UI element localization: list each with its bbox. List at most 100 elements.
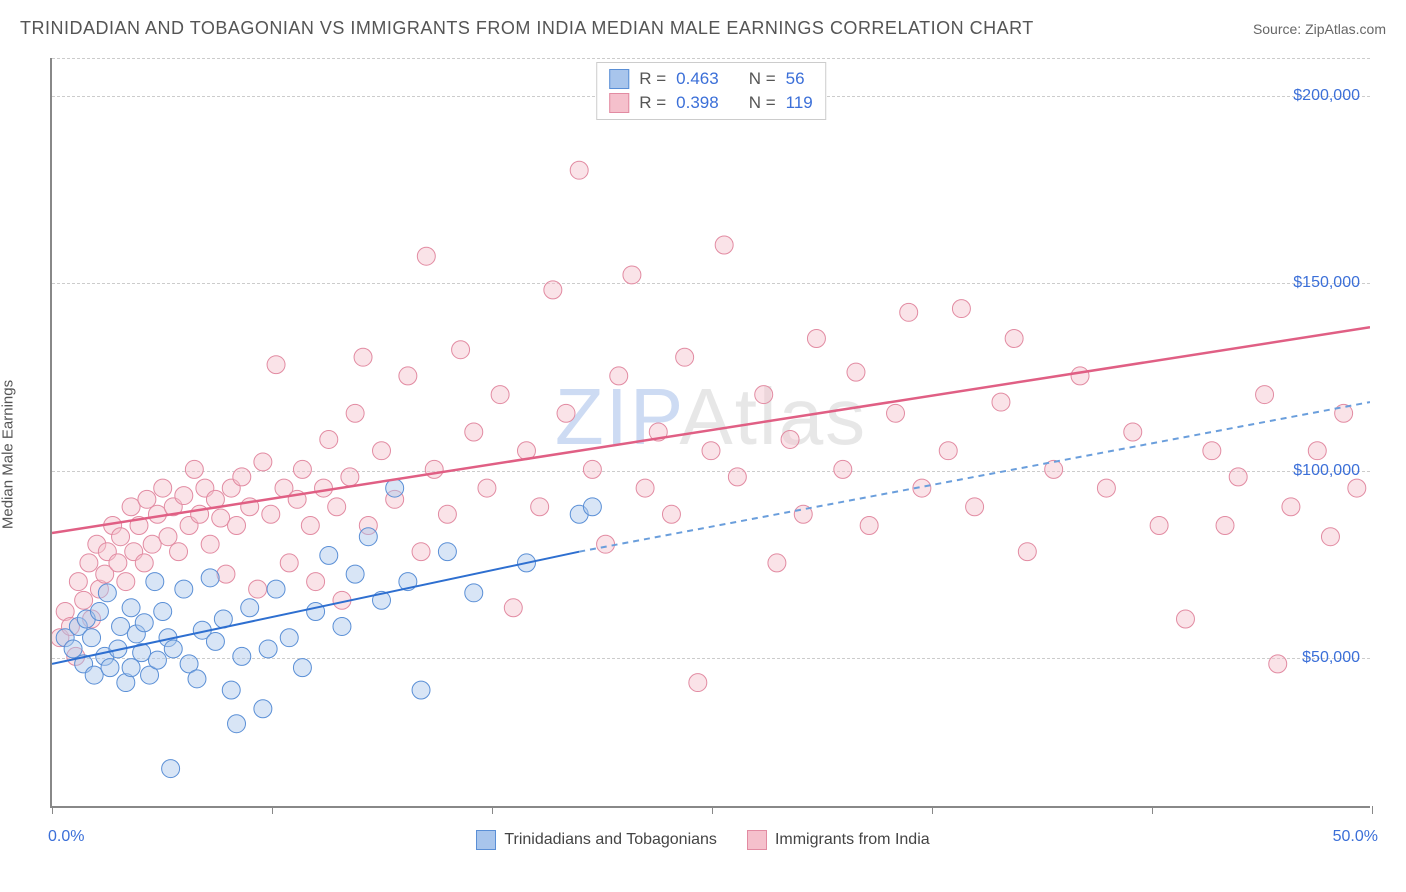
data-point [610,367,628,385]
data-point [328,498,346,516]
data-point [887,404,905,422]
data-point [164,640,182,658]
data-point [1256,386,1274,404]
data-point [452,341,470,359]
chart-title: TRINIDADIAN AND TOBAGONIAN VS IMMIGRANTS… [20,18,1034,39]
data-point [228,715,246,733]
data-point [583,460,601,478]
data-point [755,386,773,404]
data-point [346,565,364,583]
legend-item-series1: Trinidadians and Tobagonians [476,830,717,850]
data-point [148,651,166,669]
data-point [386,479,404,497]
data-point [373,442,391,460]
data-point [478,479,496,497]
data-point [399,367,417,385]
data-point [117,573,135,591]
data-point [952,300,970,318]
x-tick [932,806,933,814]
data-point [135,614,153,632]
data-point [1203,442,1221,460]
r-value-series1: 0.463 [676,69,719,89]
data-point [188,670,206,688]
data-point [992,393,1010,411]
data-point [570,161,588,179]
data-point [557,404,575,422]
data-point [354,348,372,366]
data-point [217,565,235,583]
legend-item-series2: Immigrants from India [747,830,930,850]
data-point [1269,655,1287,673]
data-point [939,442,957,460]
n-value-series1: 56 [786,69,805,89]
data-point [112,528,130,546]
data-point [1216,517,1234,535]
data-point [847,363,865,381]
x-tick [492,806,493,814]
data-point [201,535,219,553]
data-point [807,330,825,348]
data-point [966,498,984,516]
data-point [320,546,338,564]
data-point [90,603,108,621]
data-point [768,554,786,572]
x-tick [1372,806,1373,814]
swatch-series1-bottom [476,830,496,850]
swatch-series2-bottom [747,830,767,850]
source-attribution: Source: ZipAtlas.com [1253,21,1386,37]
data-point [175,580,193,598]
swatch-series2 [609,93,629,113]
data-point [222,681,240,699]
data-point [1097,479,1115,497]
data-point [1018,543,1036,561]
data-point [280,554,298,572]
data-point [83,629,101,647]
data-point [212,509,230,527]
r-value-series2: 0.398 [676,93,719,113]
data-point [98,584,116,602]
data-point [122,599,140,617]
data-point [185,460,203,478]
data-point [170,543,188,561]
data-point [676,348,694,366]
data-point [1124,423,1142,441]
series-legend: Trinidadians and Tobagonians Immigrants … [0,830,1406,850]
data-point [504,599,522,617]
data-point [262,505,280,523]
data-point [320,431,338,449]
data-point [1071,367,1089,385]
data-point [228,517,246,535]
data-point [1282,498,1300,516]
data-point [1229,468,1247,486]
data-point [702,442,720,460]
data-point [293,460,311,478]
data-point [267,580,285,598]
x-tick [272,806,273,814]
x-tick [1152,806,1153,814]
data-point [1150,517,1168,535]
data-point [465,584,483,602]
data-point [315,479,333,497]
data-point [1321,528,1339,546]
data-point [249,580,267,598]
data-point [346,404,364,422]
data-point [301,517,319,535]
data-point [162,760,180,778]
data-point [254,700,272,718]
data-point [101,659,119,677]
data-point [359,528,377,546]
data-point [728,468,746,486]
data-point [412,681,430,699]
data-point [154,603,172,621]
trend-line [579,402,1370,552]
data-point [146,573,164,591]
data-point [333,618,351,636]
data-point [254,453,272,471]
data-point [112,618,130,636]
data-point [1335,404,1353,422]
data-point [491,386,509,404]
correlation-legend: R = 0.463 N = 56 R = 0.398 N = 119 [596,62,826,120]
data-point [64,640,82,658]
data-point [900,303,918,321]
data-point [293,659,311,677]
